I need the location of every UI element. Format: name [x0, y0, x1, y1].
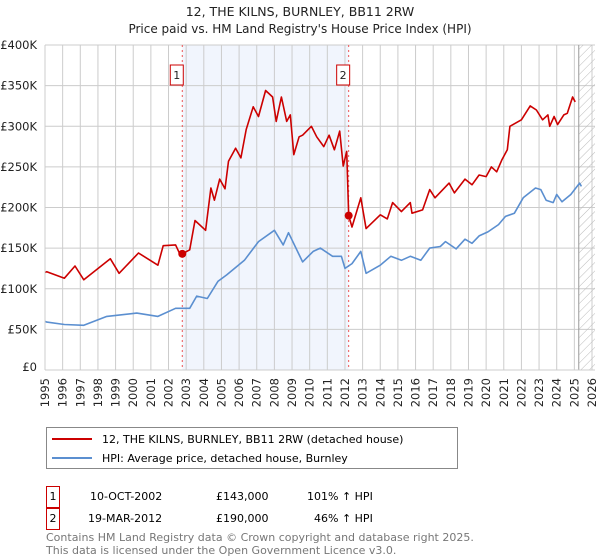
sale-hpi-change: 46% ↑ HPI	[314, 512, 373, 525]
x-tick-label: 2003	[179, 378, 193, 407]
sale-date: 19-MAR-2012	[88, 512, 163, 525]
y-tick-label: £200K	[0, 201, 37, 215]
x-tick-label: 2011	[320, 378, 334, 407]
sale-price: £190,000	[216, 512, 269, 525]
sale-marker-badge: 2	[46, 508, 60, 530]
x-tick-label: 2018	[444, 378, 458, 407]
y-tick-label: £250K	[0, 160, 37, 174]
sale-point	[344, 211, 353, 220]
y-tick-label: £400K	[0, 38, 37, 52]
x-tick-label: 2019	[461, 378, 475, 407]
x-tick-label: 2022	[514, 378, 528, 407]
price-chart: 12, THE KILNS, BURNLEY, BB11 2RW Price p…	[0, 4, 599, 407]
x-tick-label: 1999	[109, 378, 123, 407]
x-tick-label: 2026	[585, 378, 599, 407]
property-price-line	[44, 89, 576, 281]
x-tick-label: 2016	[409, 378, 423, 407]
x-tick-label: 2024	[550, 378, 564, 407]
x-tick-label: 1998	[91, 378, 105, 407]
x-tick-label: 1996	[56, 378, 70, 407]
sale-date: 10-OCT-2002	[90, 490, 163, 503]
sale-marker-label: 1	[173, 69, 180, 82]
x-tick-label: 2023	[532, 378, 546, 407]
y-tick-label: £100K	[0, 282, 37, 296]
x-tick-label: 2015	[391, 378, 405, 407]
y-tick-label: £0	[22, 360, 37, 374]
x-tick-label: 2025	[567, 378, 581, 407]
legend-swatch-red	[52, 438, 92, 440]
sale-marker-box	[336, 64, 351, 86]
x-tick-label: 2017	[426, 378, 440, 407]
x-tick-label: 2000	[126, 378, 140, 407]
x-tick-label: 2013	[356, 378, 370, 407]
x-tick-label: 2004	[197, 378, 211, 407]
x-tick-label: 1997	[73, 378, 87, 407]
x-tick-label: 2014	[373, 378, 387, 407]
sale-marker-badge: 1	[46, 486, 60, 508]
hpi-line	[44, 182, 583, 327]
sale-price: £143,000	[216, 490, 269, 503]
footer-licence: This data is licensed under the Open Gov…	[46, 544, 397, 557]
x-tick-label: 2007	[250, 378, 264, 407]
x-tick-label: 2008	[267, 378, 281, 407]
x-tick-label: 2021	[497, 378, 511, 407]
legend: 12, THE KILNS, BURNLEY, BB11 2RW (detach…	[46, 427, 458, 469]
chart-title: 12, THE KILNS, BURNLEY, BB11 2RW	[186, 4, 415, 19]
x-tick-label: 2012	[338, 378, 352, 407]
x-tick-label: 2010	[303, 378, 317, 407]
x-tick-label: 2005	[214, 378, 228, 407]
x-tick-label: 2001	[144, 378, 158, 407]
footer-copyright: Contains HM Land Registry data © Crown c…	[46, 531, 474, 544]
y-tick-label: £150K	[0, 241, 37, 255]
y-tick-label: £300K	[0, 119, 37, 133]
y-tick-label: £50K	[8, 322, 38, 336]
x-tick-label: 2020	[479, 378, 493, 407]
sale-hpi-change: 101% ↑ HPI	[307, 490, 373, 503]
legend-item-property: 12, THE KILNS, BURNLEY, BB11 2RW (detach…	[52, 431, 403, 447]
x-tick-label: 2006	[232, 378, 246, 407]
sale-marker-box	[169, 64, 184, 86]
legend-label: 12, THE KILNS, BURNLEY, BB11 2RW (detach…	[102, 432, 404, 446]
legend-item-hpi: HPI: Average price, detached house, Burn…	[52, 450, 348, 466]
forecast-hatch	[578, 45, 595, 370]
chart-subtitle: Price paid vs. HM Land Registry's House …	[128, 22, 471, 36]
legend-swatch-blue	[52, 457, 92, 459]
footer: Contains HM Land Registry data © Crown c…	[46, 531, 474, 557]
sale-point	[178, 249, 187, 258]
sale-marker-label: 2	[340, 69, 347, 82]
legend-label: HPI: Average price, detached house, Burn…	[102, 451, 348, 465]
x-tick-label: 2002	[162, 378, 176, 407]
x-tick-label: 1995	[38, 378, 52, 407]
x-tick-label: 2009	[285, 378, 299, 407]
y-tick-label: £350K	[0, 79, 37, 93]
